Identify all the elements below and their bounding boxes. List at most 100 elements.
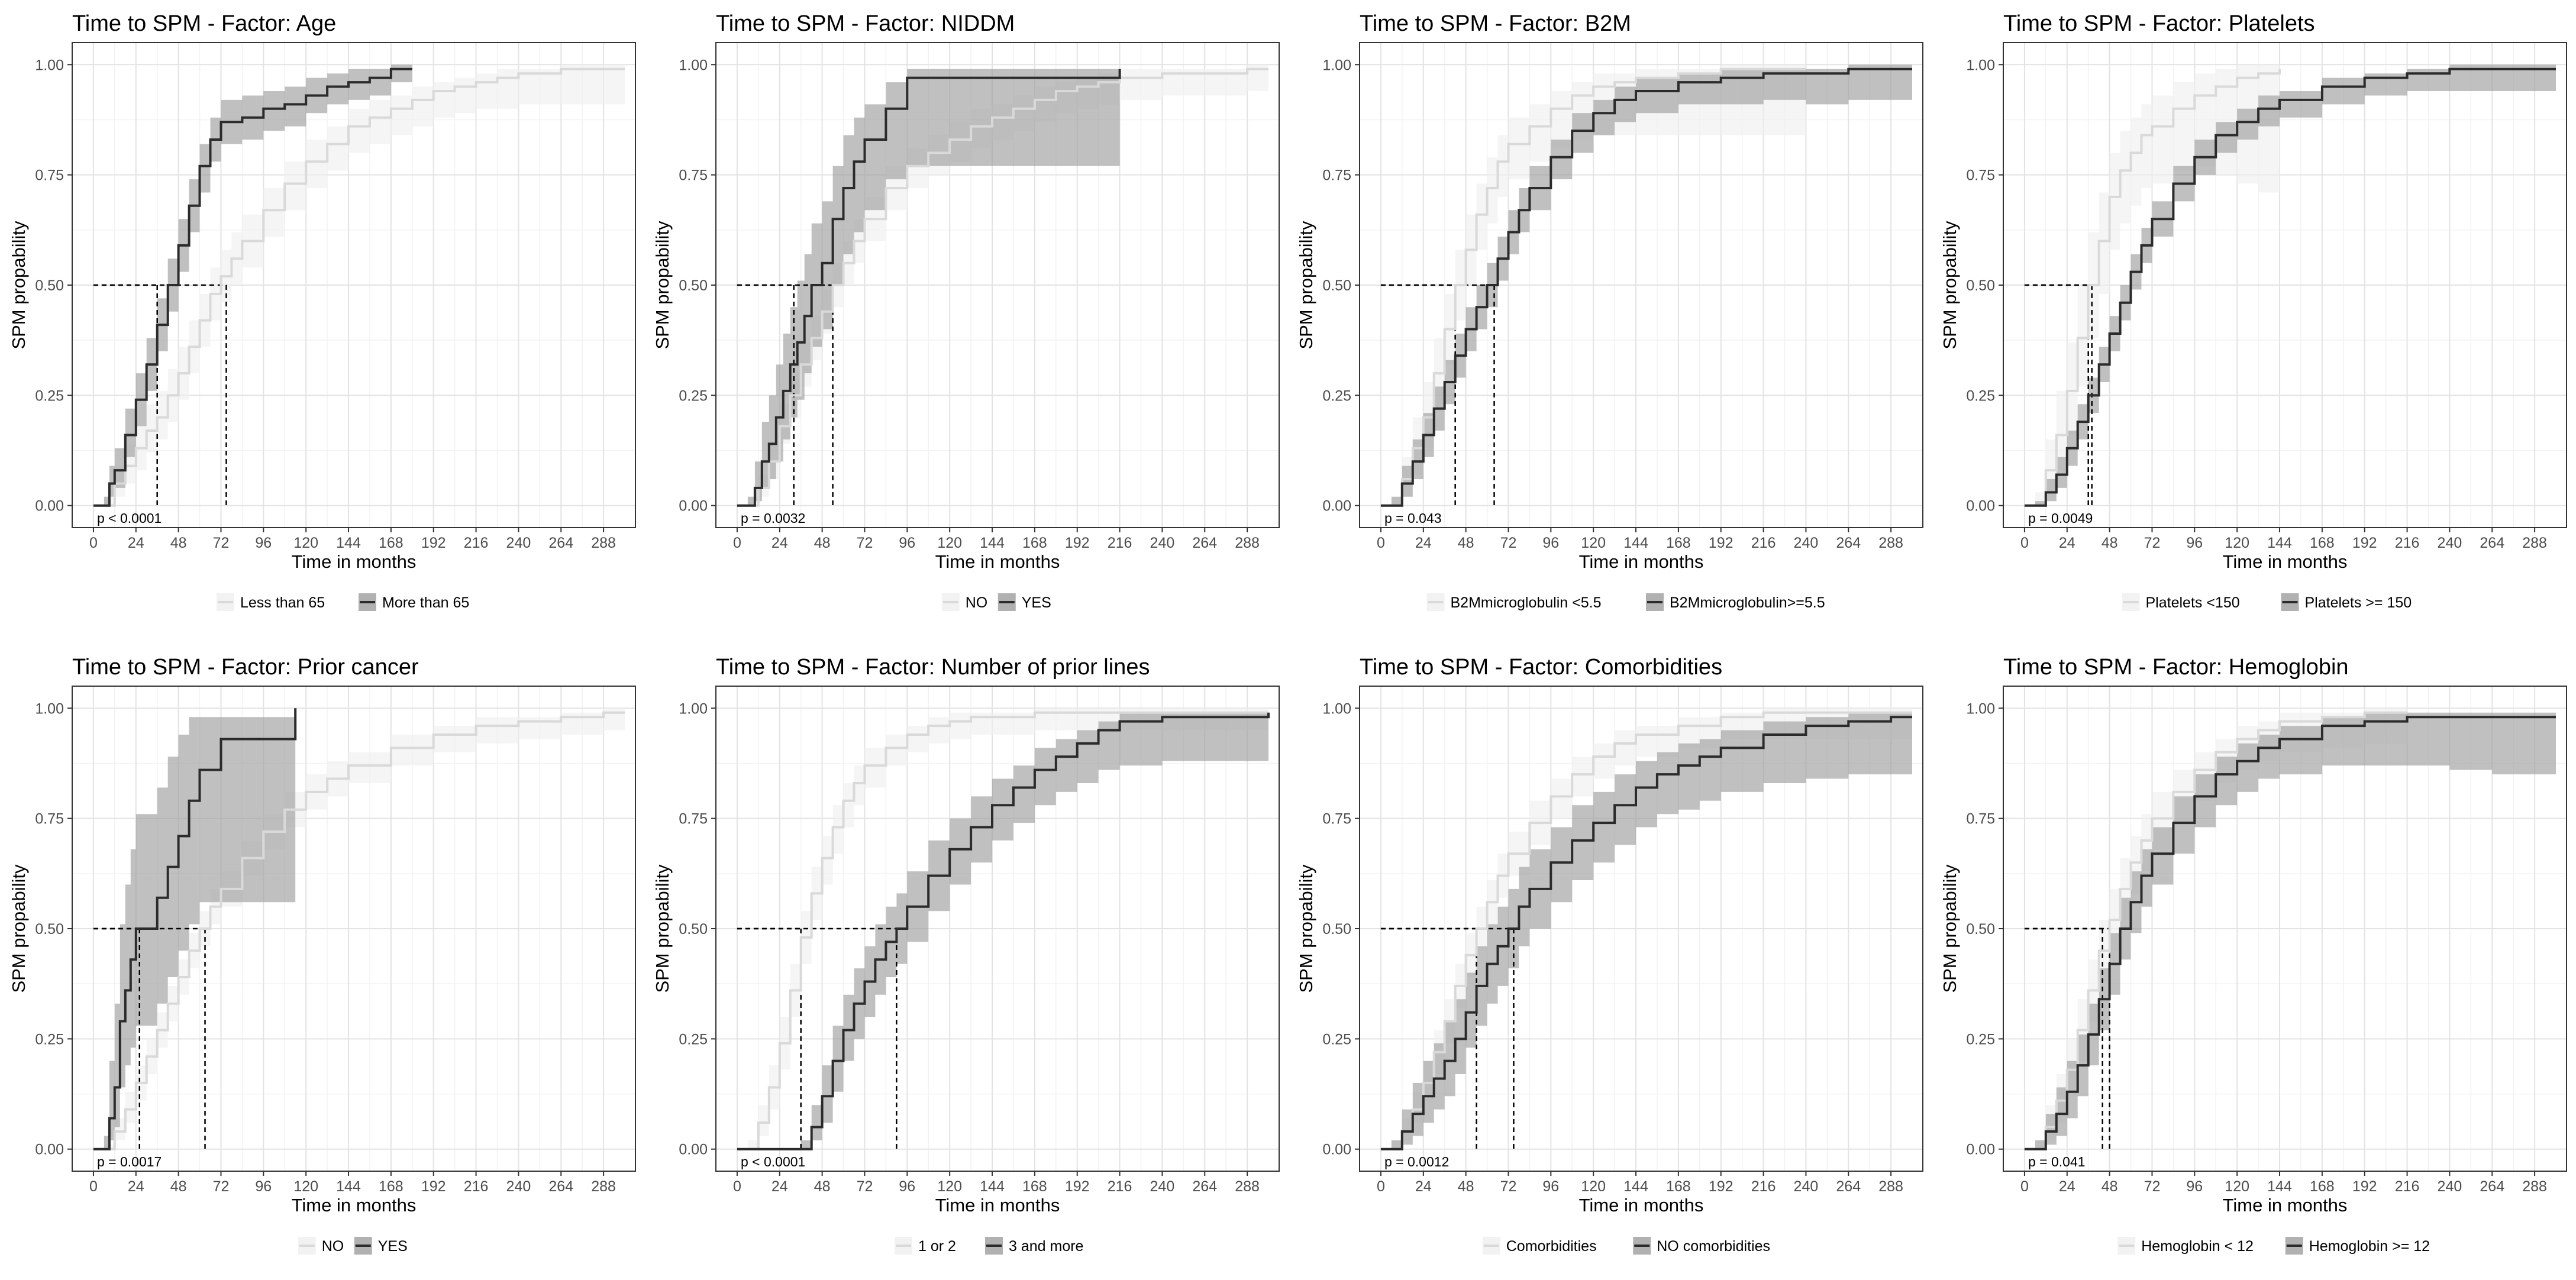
km-panel: Time to SPM - Factor: Comorbidities 0 24 48…	[1296, 655, 1923, 1255]
x-tick-label: 168	[2310, 535, 2335, 551]
x-tick-label: 120	[937, 1178, 962, 1195]
x-tick-label: 288	[1235, 535, 1260, 551]
x-tick-label: 264	[2480, 1178, 2504, 1195]
y-tick-label: 0.75	[679, 167, 708, 184]
x-tick-label: 264	[1192, 535, 1217, 551]
x-tick-label: 168	[379, 1178, 403, 1195]
x-tick-label: 48	[1458, 535, 1474, 551]
x-tick-label: 216	[464, 1178, 489, 1195]
x-tick-label: 72	[1500, 535, 1517, 551]
y-tick-label: 1.00	[679, 700, 708, 717]
x-tick-label: 96	[899, 1178, 915, 1195]
y-tick-label: 0.00	[1322, 1142, 1351, 1158]
plot-border	[715, 686, 1280, 1172]
survival-curve	[2024, 716, 2556, 1150]
x-tick-label: 264	[1836, 1178, 1861, 1195]
y-tick-label: 0.50	[35, 921, 64, 938]
survival-curve	[1380, 716, 1912, 1150]
chart-title: Time to SPM - Factor: Number of prior li…	[716, 655, 1150, 680]
x-tick-label: 216	[2395, 535, 2420, 551]
x-tick-label: 96	[255, 1178, 272, 1195]
legend-label: NO comorbidities	[1657, 1238, 1770, 1255]
y-axis-label: SPM propability	[8, 221, 29, 350]
x-tick-label: 288	[2522, 535, 2547, 551]
y-tick-label: 1.00	[1966, 57, 1995, 73]
x-tick-label: 96	[899, 535, 915, 551]
survival-curve	[93, 67, 625, 507]
x-tick-label: 24	[128, 535, 144, 551]
y-tick-label: 0.50	[1966, 277, 1995, 294]
legend-label: 1 or 2	[918, 1238, 956, 1255]
y-tick-label: 0.75	[35, 811, 64, 828]
x-tick-label: 0	[2020, 535, 2029, 551]
x-tick-label: 0	[733, 1178, 741, 1195]
y-tick-label: 0.75	[679, 811, 708, 828]
x-axis-label: Time in months	[2223, 1195, 2348, 1216]
x-tick-label: 72	[1500, 1178, 1517, 1195]
survival-curve	[93, 708, 297, 1150]
survival-curve	[737, 712, 1270, 1150]
x-tick-label: 96	[2186, 1178, 2203, 1195]
y-tick-label: 0.50	[35, 277, 64, 294]
x-tick-label: 264	[2480, 535, 2504, 551]
chart-title: Time to SPM - Factor: Platelets	[2003, 11, 2315, 36]
y-tick-label: 0.75	[1322, 811, 1351, 828]
y-axis-label: SPM propability	[652, 864, 673, 993]
survival-curve	[1380, 67, 1806, 507]
y-tick-label: 1.00	[1322, 700, 1351, 717]
x-tick-label: 24	[2059, 1178, 2075, 1195]
plot-border	[2003, 686, 2567, 1172]
x-tick-label: 144	[980, 535, 1005, 551]
y-tick-label: 0.25	[1322, 387, 1351, 404]
x-tick-label: 0	[89, 535, 98, 551]
y-tick-label: 0.25	[35, 1031, 64, 1048]
chart-title: Time to SPM - Factor: Prior cancer	[72, 655, 419, 680]
x-tick-label: 96	[2186, 535, 2203, 551]
legend-label: Platelets >= 150	[2305, 594, 2412, 611]
x-tick-label: 0	[1377, 1178, 1385, 1195]
x-tick-label: 144	[1623, 535, 1648, 551]
x-tick-label: 72	[2144, 1178, 2161, 1195]
x-tick-label: 144	[2267, 535, 2292, 551]
x-tick-label: 240	[506, 535, 531, 551]
x-axis-label: Time in months	[292, 1195, 417, 1216]
y-tick-label: 0.75	[1966, 811, 1995, 828]
x-tick-label: 120	[937, 535, 962, 551]
y-tick-label: 0.75	[1966, 167, 1995, 184]
x-tick-label: 240	[1794, 535, 1819, 551]
y-axis-label: SPM propability	[1296, 221, 1316, 350]
y-axis-label: SPM propability	[8, 864, 29, 993]
y-tick-label: 0.00	[35, 1142, 64, 1158]
chart-title: Time to SPM - Factor: Hemoglobin	[2003, 655, 2349, 680]
x-tick-label: 288	[2522, 1178, 2547, 1195]
x-tick-label: 240	[2438, 535, 2462, 551]
x-tick-label: 216	[1108, 535, 1132, 551]
x-tick-label: 144	[2267, 1178, 2292, 1195]
x-tick-label: 168	[2310, 1178, 2335, 1195]
x-tick-label: 168	[1022, 535, 1047, 551]
plot-border	[72, 42, 636, 528]
p-value-label: p = 0.041	[2028, 1154, 2086, 1169]
x-tick-label: 240	[2438, 1178, 2462, 1195]
confidence-band	[93, 708, 296, 1149]
x-tick-label: 168	[1666, 535, 1691, 551]
x-tick-label: 24	[1415, 535, 1432, 551]
x-tick-label: 192	[2352, 535, 2377, 551]
y-tick-label: 0.50	[679, 277, 708, 294]
y-tick-label: 1.00	[35, 57, 64, 73]
plot-border	[715, 42, 1280, 528]
survival-curve	[2024, 67, 2556, 507]
plot-border	[1359, 42, 1923, 528]
km-panel: Time to SPM - Factor: B2M 0 24 48 72 96 120 144…	[1296, 11, 1923, 611]
x-tick-label: 0	[89, 1178, 98, 1195]
legend-label: Hemoglobin >= 12	[2309, 1238, 2430, 1255]
x-tick-label: 24	[771, 1178, 788, 1195]
x-tick-label: 168	[379, 535, 403, 551]
km-panel: Time to SPM - Factor: NIDDM 0 24 48 72 96 120 1…	[652, 11, 1280, 611]
y-tick-label: 0.00	[35, 498, 64, 515]
x-tick-label: 288	[591, 535, 616, 551]
x-tick-label: 24	[771, 535, 788, 551]
x-tick-label: 48	[1458, 1178, 1474, 1195]
x-tick-label: 48	[2102, 1178, 2118, 1195]
